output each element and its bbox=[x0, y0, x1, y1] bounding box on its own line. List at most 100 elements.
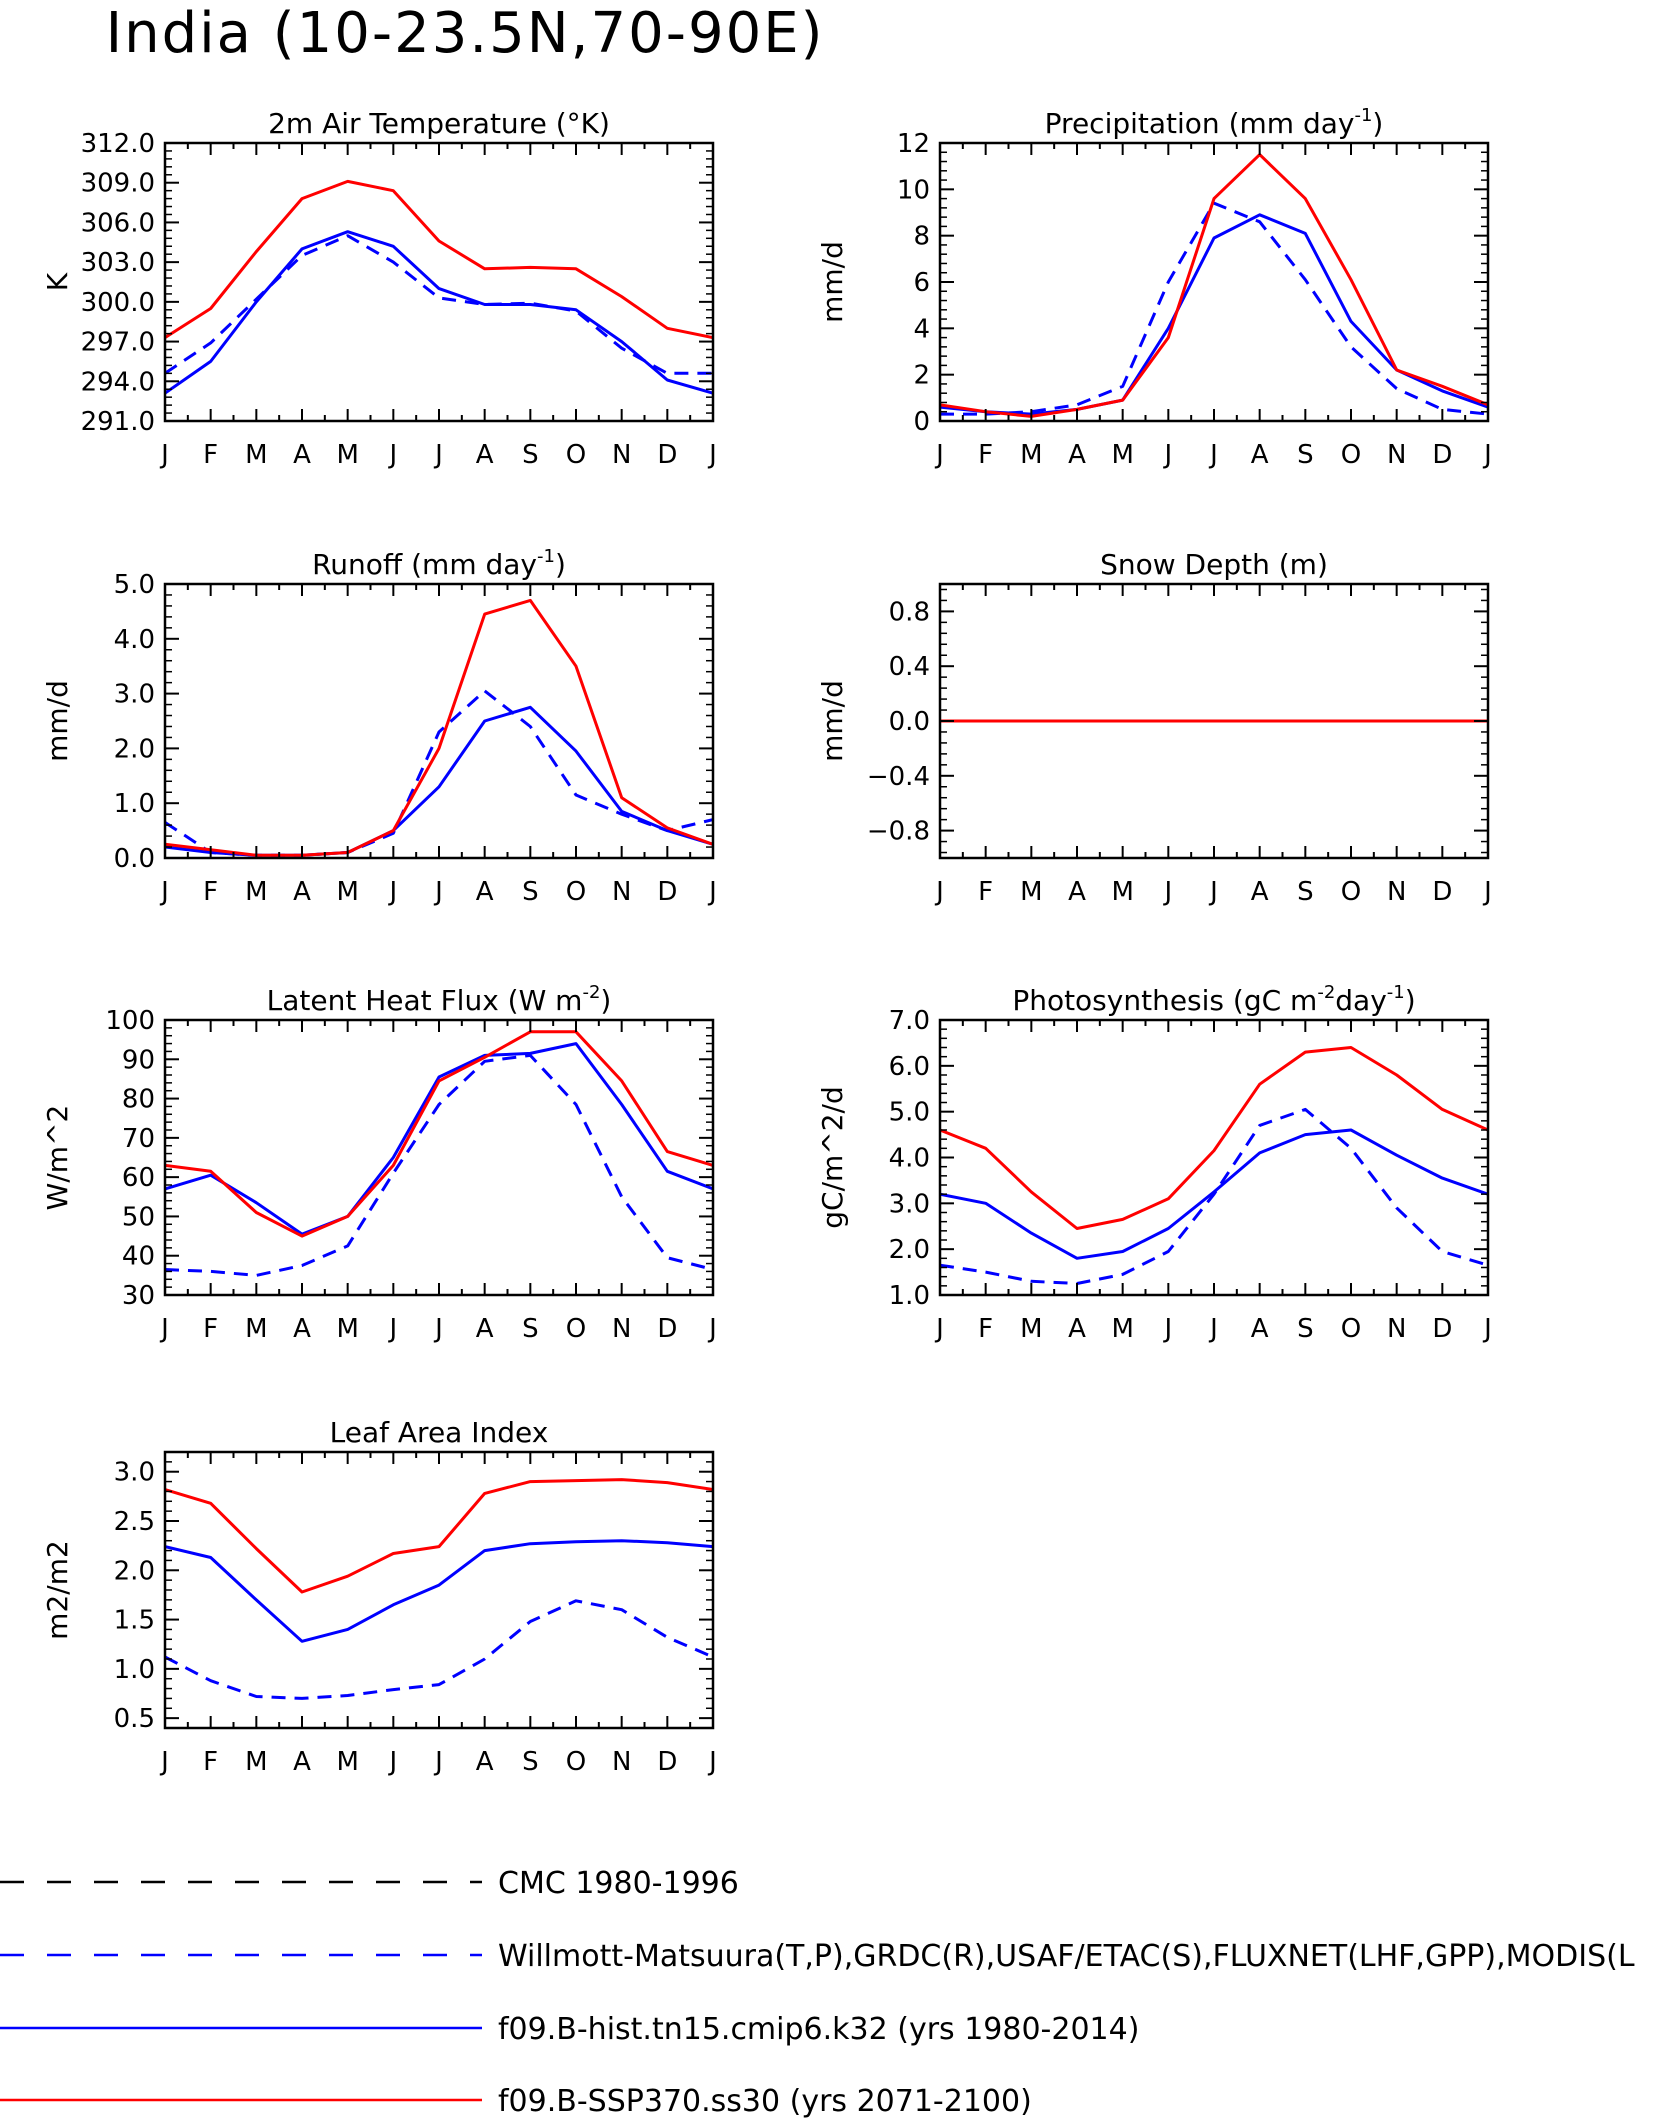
legend-entry: Willmott-Matsuura(T,P),GRDC(R),USAF/ETAC… bbox=[0, 1939, 1635, 1974]
x-tick-label: M bbox=[245, 1314, 267, 1344]
x-tick-label: F bbox=[978, 440, 993, 470]
x-tick-label: M bbox=[245, 1747, 267, 1777]
x-tick-label: A bbox=[293, 1747, 311, 1777]
x-tick-label: A bbox=[1251, 877, 1269, 907]
y-tick-label: 2.5 bbox=[114, 1507, 155, 1537]
x-tick-label: A bbox=[293, 877, 311, 907]
x-tick-label: A bbox=[293, 1314, 311, 1344]
x-tick-label: S bbox=[1297, 440, 1314, 470]
y-axis-label: mm/d bbox=[816, 680, 849, 762]
y-tick-label: 8 bbox=[913, 222, 930, 252]
x-tick-label: S bbox=[522, 440, 539, 470]
panel-title: Precipitation (mm day-1) bbox=[1045, 105, 1384, 140]
x-tick-label: O bbox=[566, 877, 586, 907]
x-tick-label: M bbox=[1111, 1314, 1133, 1344]
x-tick-label: J bbox=[1162, 877, 1172, 907]
y-tick-label: 30 bbox=[122, 1281, 155, 1311]
x-tick-label: J bbox=[387, 877, 397, 907]
x-tick-label: M bbox=[1111, 440, 1133, 470]
panel-2: Precipitation (mm day-1)mm/dJ F M A M J J A S O N D… bbox=[816, 105, 1492, 470]
series-line-obs bbox=[165, 1599, 713, 1700]
y-tick-label: 50 bbox=[122, 1202, 155, 1232]
x-tick-label: D bbox=[657, 1314, 677, 1344]
x-tick-label: O bbox=[566, 1747, 586, 1777]
panel-title: Photosynthesis (gC m-2day-1) bbox=[1012, 982, 1415, 1017]
x-tick-label: J bbox=[387, 1314, 397, 1344]
series-line-future bbox=[165, 598, 713, 857]
x-tick-label: A bbox=[293, 440, 311, 470]
y-tick-label: 5.0 bbox=[114, 570, 155, 600]
x-tick-label: J bbox=[1482, 440, 1492, 470]
x-tick-label: F bbox=[203, 1747, 218, 1777]
x-tick-label: J bbox=[433, 877, 443, 907]
series-line-hist bbox=[940, 213, 1488, 416]
x-tick-label: S bbox=[1297, 1314, 1314, 1344]
series-line-future bbox=[165, 179, 713, 340]
series-line-obs bbox=[940, 201, 1488, 416]
y-tick-label: 3.0 bbox=[114, 680, 155, 710]
y-tick-label: 12 bbox=[897, 129, 930, 159]
y-tick-label: 1.0 bbox=[889, 1281, 930, 1311]
figure-title: India (10-23.5N,70-90E) bbox=[106, 1, 825, 66]
x-tick-label: J bbox=[934, 877, 944, 907]
x-tick-label: M bbox=[245, 877, 267, 907]
x-tick-label: F bbox=[978, 1314, 993, 1344]
x-tick-label: J bbox=[433, 1314, 443, 1344]
y-tick-label: 312.0 bbox=[81, 129, 155, 159]
legend-label: f09.B-SSP370.ss30 (yrs 2071-2100) bbox=[498, 2084, 1032, 2119]
y-tick-label: 3.0 bbox=[889, 1189, 930, 1219]
y-axis-label: m2/m2 bbox=[41, 1540, 74, 1640]
y-tick-label: 0.0 bbox=[889, 707, 930, 737]
x-tick-label: S bbox=[522, 1747, 539, 1777]
y-tick-label: 4 bbox=[913, 314, 930, 344]
x-tick-label: D bbox=[1432, 877, 1452, 907]
y-tick-label: 1.5 bbox=[114, 1606, 155, 1636]
y-tick-label: 80 bbox=[122, 1085, 155, 1115]
series-line-future bbox=[165, 1030, 713, 1238]
x-tick-label: A bbox=[476, 877, 494, 907]
x-tick-label: J bbox=[433, 1747, 443, 1777]
x-tick-label: A bbox=[1068, 440, 1086, 470]
x-tick-label: A bbox=[476, 1747, 494, 1777]
x-tick-label: J bbox=[1208, 440, 1218, 470]
panel-3: Runoff (mm day-1)mm/dJ F M A M J J A S O N D J0.01.0… bbox=[41, 546, 717, 907]
x-tick-label: J bbox=[433, 440, 443, 470]
x-tick-label: J bbox=[159, 1747, 169, 1777]
x-tick-label: J bbox=[1482, 1314, 1492, 1344]
x-tick-label: D bbox=[657, 1747, 677, 1777]
x-tick-label: F bbox=[203, 1314, 218, 1344]
plot-frame bbox=[163, 582, 715, 860]
x-tick-label: J bbox=[1208, 1314, 1218, 1344]
legend-label: Willmott-Matsuura(T,P),GRDC(R),USAF/ETAC… bbox=[498, 1939, 1635, 1974]
plot-frame bbox=[938, 141, 1490, 423]
x-tick-label: F bbox=[978, 877, 993, 907]
x-tick-label: J bbox=[707, 1314, 717, 1344]
y-axis-label: mm/d bbox=[41, 680, 74, 762]
x-tick-label: M bbox=[1020, 440, 1042, 470]
y-tick-label: 5.0 bbox=[889, 1098, 930, 1128]
y-tick-label: 0.0 bbox=[114, 844, 155, 874]
y-axis-label: W/m^2 bbox=[41, 1105, 74, 1211]
y-tick-label: 100 bbox=[105, 1006, 155, 1036]
x-tick-label: N bbox=[612, 877, 631, 907]
series-line-hist bbox=[165, 1042, 713, 1236]
y-axis-label: K bbox=[41, 272, 74, 291]
y-tick-label: 7.0 bbox=[889, 1006, 930, 1036]
panel-4: Snow Depth (m)mm/dJ F M A M J J A S O N D J−0.8−0.40… bbox=[816, 548, 1492, 907]
x-tick-label: A bbox=[1068, 1314, 1086, 1344]
x-tick-label: O bbox=[1341, 877, 1361, 907]
panel-title: Leaf Area Index bbox=[330, 1416, 549, 1449]
panel-title: Latent Heat Flux (W m-2) bbox=[267, 982, 612, 1017]
legend-entry: f09.B-SSP370.ss30 (yrs 2071-2100) bbox=[0, 2084, 1032, 2119]
y-axis-label: mm/d bbox=[816, 241, 849, 323]
series-line-hist bbox=[165, 1539, 713, 1643]
x-tick-label: A bbox=[1251, 440, 1269, 470]
x-tick-label: O bbox=[566, 440, 586, 470]
x-tick-label: S bbox=[1297, 877, 1314, 907]
x-tick-label: J bbox=[159, 440, 169, 470]
x-tick-label: O bbox=[1341, 440, 1361, 470]
y-tick-label: 40 bbox=[122, 1242, 155, 1272]
x-tick-label: J bbox=[159, 1314, 169, 1344]
x-tick-label: D bbox=[1432, 440, 1452, 470]
